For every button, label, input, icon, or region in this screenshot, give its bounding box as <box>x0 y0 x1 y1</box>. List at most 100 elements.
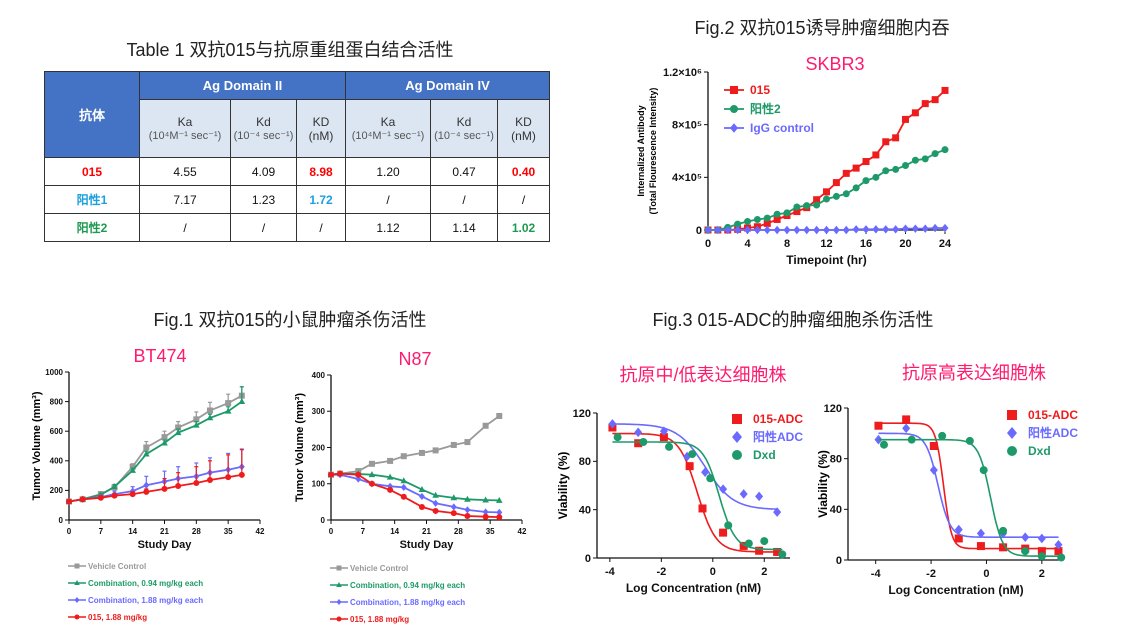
legend-label: Vehicle Control <box>88 562 146 571</box>
x-tick-label: 14 <box>128 527 137 536</box>
data-point <box>778 550 787 559</box>
header-ka: Ka (10⁴M⁻¹ sec⁻¹) <box>139 99 231 158</box>
data-point <box>832 225 840 235</box>
legend-label: 015, 1.88 mg/kg <box>88 613 147 622</box>
data-point <box>929 465 938 475</box>
data-point <box>783 225 791 235</box>
y-axis-label: (Total Flourescence Intensity) <box>648 88 658 215</box>
x-tick-label: 21 <box>160 527 169 536</box>
data-point <box>929 442 938 450</box>
data-point <box>773 507 782 517</box>
data-point <box>400 453 407 460</box>
y-tick-label: 600 <box>50 427 64 436</box>
data-point <box>111 483 118 490</box>
legend-marker <box>730 105 738 113</box>
data-point <box>714 225 722 235</box>
y-tick-label: 80 <box>579 456 591 468</box>
y-tick-label: 0 <box>836 555 842 567</box>
data-point <box>852 225 860 234</box>
data-point <box>368 460 375 467</box>
legend-marker <box>732 431 742 443</box>
data-point <box>793 203 801 211</box>
data-point <box>129 466 136 473</box>
data-point <box>496 412 503 419</box>
y-tick-label: 40 <box>830 504 842 516</box>
legend-label: 阳性ADC <box>753 429 803 444</box>
data-point <box>175 482 182 489</box>
data-point <box>911 224 919 233</box>
data-point <box>368 480 375 487</box>
x-tick-label: 2 <box>761 566 767 578</box>
series-dxd <box>878 431 1066 562</box>
x-tick-label: 16 <box>860 238 872 250</box>
data-point <box>892 165 900 173</box>
header-KD: KD (nM) <box>296 99 346 158</box>
table-cell: 1.02 <box>497 213 550 242</box>
table-row: 阳性2///1.12 1.14 1.02 <box>44 213 550 242</box>
table-cell: / <box>296 213 346 242</box>
legend-label: IgG control <box>750 121 814 135</box>
via2-title: 抗原高表达细胞株 <box>902 363 1046 383</box>
y-axis-label: Internalized Antibody <box>636 105 646 196</box>
data-point <box>111 492 118 499</box>
legend-label: Dxd <box>753 448 776 462</box>
data-point <box>400 493 407 500</box>
x-tick-label: 8 <box>784 238 790 250</box>
data-point <box>823 195 830 203</box>
series-vehicle-control <box>66 386 245 505</box>
x-axis-label: Log Concentration (nM) <box>626 581 761 595</box>
data-point <box>496 514 503 521</box>
fig3-title: Fig.3 015-ADC的肿瘤细胞杀伤活性 <box>652 310 934 330</box>
legend-marker <box>74 597 80 603</box>
data-point <box>882 138 890 146</box>
series-015-1-88-mg-kg <box>66 449 245 505</box>
data-point <box>734 225 742 235</box>
data-point <box>892 225 900 234</box>
data-point <box>688 450 697 459</box>
data-point <box>418 449 425 456</box>
data-point <box>79 496 86 503</box>
legend-marker <box>336 565 342 571</box>
data-point <box>793 208 801 216</box>
data-point <box>225 474 232 481</box>
table-cell: 1.20 <box>345 157 431 186</box>
data-point <box>450 494 458 501</box>
data-point <box>464 439 471 446</box>
y-tick-label: 80 <box>830 454 842 466</box>
data-point <box>911 156 919 164</box>
data-point <box>634 427 643 438</box>
data-point <box>813 196 821 204</box>
y-tick-label: 200 <box>312 443 326 452</box>
data-point <box>813 225 821 235</box>
data-point <box>882 225 890 234</box>
data-point <box>432 499 439 507</box>
data-point <box>719 484 728 494</box>
series--adc <box>608 419 782 517</box>
data-point <box>387 457 394 464</box>
data-point <box>734 220 742 228</box>
data-point <box>1021 547 1030 556</box>
data-point <box>880 440 888 449</box>
data-point <box>659 433 668 442</box>
data-point <box>862 158 870 166</box>
x-tick-label: 7 <box>99 527 104 536</box>
x-tick-label: 0 <box>710 566 716 578</box>
legend-label: Vehicle Control <box>350 564 408 573</box>
legend-label: 015, 1.88 mg/kg <box>350 615 409 624</box>
data-point <box>763 225 771 235</box>
data-point <box>773 215 781 223</box>
data-point <box>872 225 880 234</box>
x-tick-label: 35 <box>224 527 233 536</box>
x-tick-label: -4 <box>605 566 616 578</box>
data-point <box>387 486 394 493</box>
data-point <box>161 439 168 446</box>
legend-marker <box>336 599 342 605</box>
data-point <box>823 225 830 235</box>
data-point <box>941 223 949 233</box>
data-point <box>872 173 880 181</box>
legend-label: 015-ADC <box>753 412 803 426</box>
y-tick-label: 800 <box>50 397 64 406</box>
x-tick-label: 0 <box>329 527 334 536</box>
data-point <box>979 466 988 475</box>
